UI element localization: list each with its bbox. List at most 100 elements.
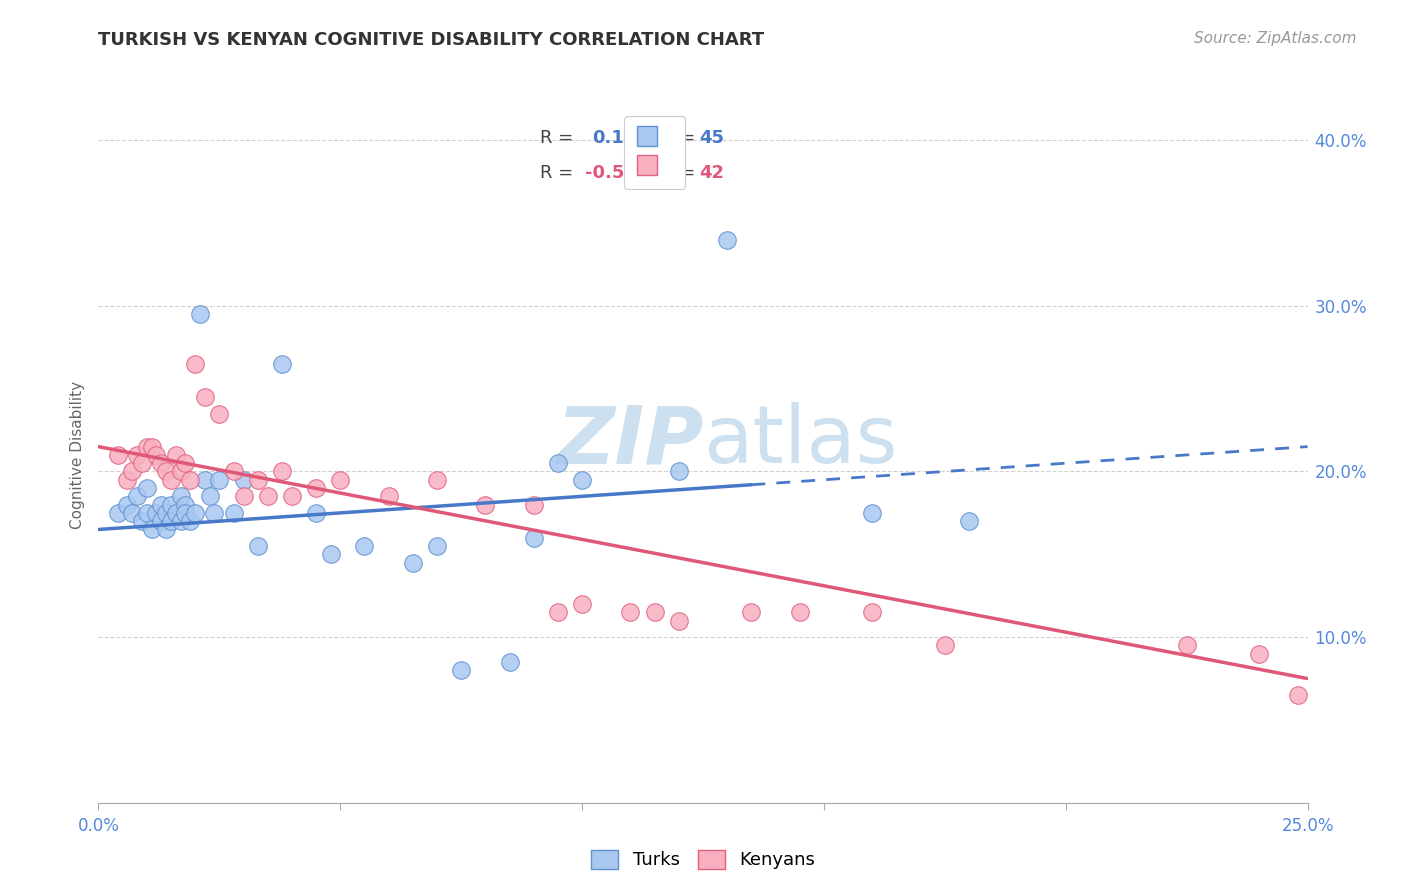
Point <box>547 605 569 619</box>
Point <box>117 473 139 487</box>
Point <box>179 473 201 487</box>
Point <box>329 473 352 487</box>
Point <box>523 531 546 545</box>
Point <box>860 506 883 520</box>
Point <box>107 448 129 462</box>
Text: Source: ZipAtlas.com: Source: ZipAtlas.com <box>1194 31 1357 46</box>
Point <box>194 473 217 487</box>
Text: -0.517: -0.517 <box>585 164 650 182</box>
Point <box>127 448 149 462</box>
Point <box>208 407 231 421</box>
Point <box>155 465 177 479</box>
Point <box>145 506 167 520</box>
Point <box>145 448 167 462</box>
Point <box>198 489 221 503</box>
Text: 45: 45 <box>699 129 724 147</box>
Point <box>174 456 197 470</box>
Point <box>155 506 177 520</box>
Point <box>150 514 173 528</box>
Point <box>426 539 449 553</box>
Point <box>232 489 254 503</box>
Point <box>498 655 520 669</box>
Legend: Turks, Kenyans: Turks, Kenyans <box>582 841 824 879</box>
Point <box>135 481 157 495</box>
Point <box>571 597 593 611</box>
Point <box>860 605 883 619</box>
Text: ZIP: ZIP <box>555 402 703 480</box>
Text: N =: N = <box>661 129 700 147</box>
Point <box>256 489 278 503</box>
Text: R =: R = <box>540 129 579 147</box>
Point <box>121 506 143 520</box>
Point <box>141 440 163 454</box>
Point <box>377 489 399 503</box>
Point <box>174 506 197 520</box>
Point <box>135 506 157 520</box>
Point <box>222 465 245 479</box>
Point <box>117 498 139 512</box>
Point <box>160 473 183 487</box>
Point <box>208 473 231 487</box>
Point <box>271 465 294 479</box>
Point <box>155 523 177 537</box>
Point <box>305 481 328 495</box>
Point <box>740 605 762 619</box>
Text: TURKISH VS KENYAN COGNITIVE DISABILITY CORRELATION CHART: TURKISH VS KENYAN COGNITIVE DISABILITY C… <box>98 31 765 49</box>
Point <box>141 523 163 537</box>
Point <box>716 233 738 247</box>
Point <box>934 639 956 653</box>
Point <box>204 506 226 520</box>
Point <box>222 506 245 520</box>
Point <box>547 456 569 470</box>
Point <box>474 498 496 512</box>
Point <box>668 614 690 628</box>
Point <box>450 663 472 677</box>
Point <box>165 448 187 462</box>
Y-axis label: Cognitive Disability: Cognitive Disability <box>69 381 84 529</box>
Point <box>1175 639 1198 653</box>
Legend: , : , <box>624 116 685 189</box>
Point <box>131 514 153 528</box>
Point <box>184 357 207 371</box>
Point <box>1249 647 1271 661</box>
Point <box>194 390 217 404</box>
Point <box>160 498 183 512</box>
Point <box>668 465 690 479</box>
Point <box>107 506 129 520</box>
Point <box>789 605 811 619</box>
Point <box>353 539 375 553</box>
Text: N =: N = <box>661 164 700 182</box>
Text: R =: R = <box>540 164 579 182</box>
Point <box>305 506 328 520</box>
Point <box>179 514 201 528</box>
Point <box>127 489 149 503</box>
Point <box>188 307 211 321</box>
Point <box>169 465 191 479</box>
Text: atlas: atlas <box>703 402 897 480</box>
Point <box>271 357 294 371</box>
Point <box>523 498 546 512</box>
Point <box>150 456 173 470</box>
Point <box>957 514 980 528</box>
Point <box>1286 688 1309 702</box>
Point <box>402 556 425 570</box>
Text: 0.180: 0.180 <box>592 129 648 147</box>
Point <box>644 605 666 619</box>
Point <box>169 489 191 503</box>
Point <box>247 539 270 553</box>
Point <box>165 506 187 520</box>
Point <box>135 440 157 454</box>
Point <box>131 456 153 470</box>
Point <box>619 605 641 619</box>
Point <box>247 473 270 487</box>
Point <box>319 547 342 561</box>
Point <box>174 498 197 512</box>
Point <box>184 506 207 520</box>
Point <box>232 473 254 487</box>
Point <box>121 465 143 479</box>
Point <box>571 473 593 487</box>
Point <box>281 489 304 503</box>
Point <box>426 473 449 487</box>
Text: 42: 42 <box>699 164 724 182</box>
Point <box>169 514 191 528</box>
